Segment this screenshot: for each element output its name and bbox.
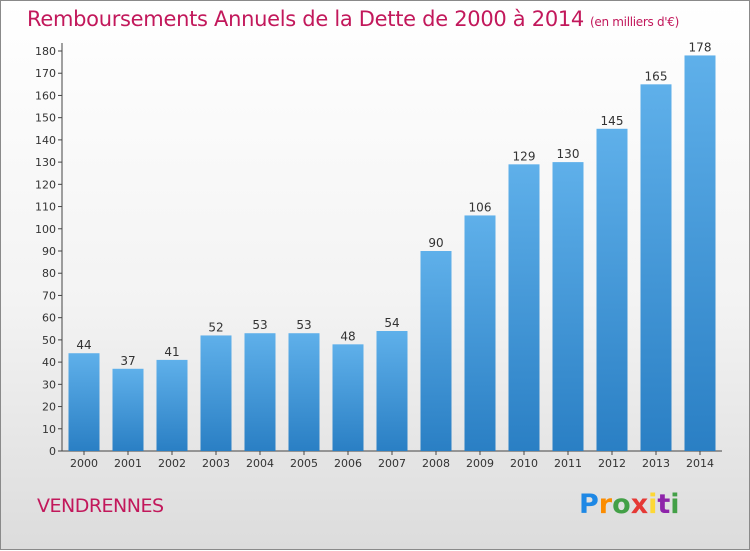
logo-letter: o [612, 489, 631, 520]
bar-value-label: 165 [645, 69, 668, 83]
x-tick-label: 2002 [158, 457, 186, 470]
logo-letter: r [598, 489, 613, 520]
y-tick-label: 100 [35, 223, 56, 236]
y-tick-label: 130 [35, 156, 56, 169]
bar [288, 333, 320, 451]
bar [508, 164, 540, 452]
bar-value-label: 53 [252, 318, 267, 332]
logo-letter: i [670, 489, 680, 520]
y-tick-label: 170 [35, 67, 56, 80]
logo-letter: x [630, 489, 649, 520]
y-tick-label: 0 [49, 445, 56, 458]
bar [156, 359, 188, 451]
y-tick-label: 120 [35, 178, 56, 191]
logo-letter: t [657, 489, 671, 520]
y-tick-label: 50 [42, 334, 56, 347]
x-tick-label: 2001 [114, 457, 142, 470]
y-tick-label: 10 [42, 423, 56, 436]
y-tick-label: 160 [35, 89, 56, 102]
bar-value-label: 52 [208, 320, 223, 334]
y-tick-label: 80 [42, 267, 56, 280]
bar [68, 353, 100, 451]
bar [112, 368, 144, 451]
bar [332, 344, 364, 451]
y-tick-label: 60 [42, 312, 56, 325]
bar [684, 55, 716, 451]
y-tick-label: 90 [42, 245, 56, 258]
x-tick-label: 2009 [466, 457, 494, 470]
bar-value-label: 129 [513, 149, 536, 163]
x-tick-label: 2008 [422, 457, 450, 470]
bar-value-label: 48 [340, 329, 355, 343]
x-tick-label: 2011 [554, 457, 582, 470]
x-tick-label: 2010 [510, 457, 538, 470]
bar-value-label: 178 [689, 40, 712, 54]
bar-value-label: 53 [296, 318, 311, 332]
bar [464, 215, 496, 451]
x-tick-label: 2012 [598, 457, 626, 470]
bar [420, 251, 452, 451]
chart-title-text: Remboursements Annuels de la Dette de 20… [27, 7, 584, 31]
logo-letter: P [579, 489, 599, 520]
y-tick-label: 140 [35, 134, 56, 147]
bar [640, 84, 672, 451]
chart-unit: (en milliers d'€) [590, 15, 680, 29]
bar-value-label: 41 [164, 345, 179, 359]
bar-value-label: 145 [601, 114, 624, 128]
x-tick-label: 2005 [290, 457, 318, 470]
x-tick-label: 2000 [70, 457, 98, 470]
x-tick-label: 2003 [202, 457, 230, 470]
proxiti-logo: Proxiti [579, 489, 680, 520]
y-tick-label: 150 [35, 112, 56, 125]
chart-title: Remboursements Annuels de la Dette de 20… [27, 7, 679, 31]
bar-value-label: 37 [120, 354, 135, 368]
bar-value-label: 44 [76, 338, 91, 352]
x-tick-label: 2014 [686, 457, 714, 470]
city-name: VENDRENNES [37, 495, 164, 517]
x-tick-label: 2004 [246, 457, 274, 470]
bar [552, 162, 584, 451]
bar [596, 128, 628, 451]
y-tick-label: 180 [35, 45, 56, 58]
bar-value-label: 106 [469, 200, 492, 214]
bar [244, 333, 276, 451]
y-tick-label: 40 [42, 356, 56, 369]
bar-value-label: 130 [557, 147, 580, 161]
x-tick-label: 2006 [334, 457, 362, 470]
y-tick-label: 30 [42, 378, 56, 391]
bar-value-label: 54 [384, 316, 399, 330]
y-tick-label: 70 [42, 289, 56, 302]
y-tick-label: 20 [42, 401, 56, 414]
y-tick-label: 110 [35, 201, 56, 214]
logo-letter: i [648, 489, 658, 520]
x-tick-label: 2013 [642, 457, 670, 470]
x-tick-label: 2007 [378, 457, 406, 470]
bar [200, 335, 232, 451]
bar-value-label: 90 [428, 236, 443, 250]
bar [376, 331, 408, 451]
